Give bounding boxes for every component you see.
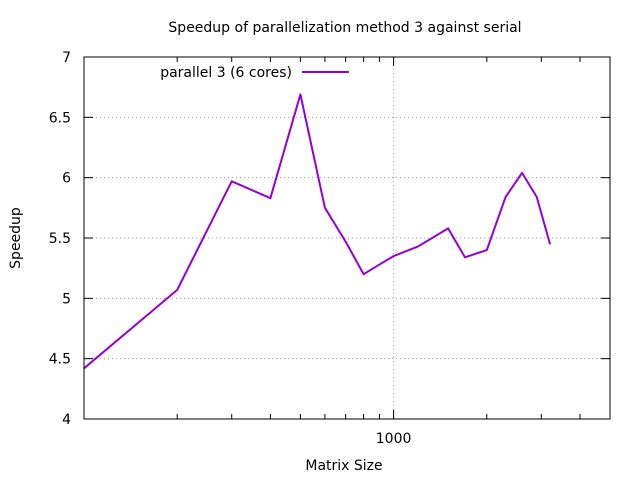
y-tick-label-3: 5.5	[49, 231, 71, 247]
data-point-0-15	[521, 172, 523, 174]
y-tick-label-4: 6	[62, 171, 71, 187]
y-tick-label-6: 7	[62, 50, 71, 66]
series-layer	[83, 93, 551, 370]
y-tick-label-5: 6.5	[49, 110, 71, 126]
data-point-0-13	[486, 249, 488, 251]
legend-label: parallel 3 (6 cores)	[160, 65, 292, 81]
data-point-0-8	[378, 263, 381, 266]
x-tick-label-0: 1000	[376, 431, 412, 447]
data-point-0-1	[176, 289, 178, 291]
x-axis-title: Matrix Size	[305, 458, 382, 474]
data-point-0-2	[231, 180, 233, 182]
data-point-0-11	[447, 227, 449, 229]
data-point-0-9	[392, 255, 395, 257]
data-point-0-12	[464, 256, 466, 258]
plot-border	[83, 56, 611, 420]
data-point-0-7	[362, 273, 365, 275]
legend: parallel 3 (6 cores)	[160, 65, 349, 81]
tick-layer: 4 4.5 5 5.5 6 6.5 7 1000	[49, 50, 610, 447]
data-point-0-3	[269, 197, 271, 199]
y-axis-title: Speedup	[8, 207, 24, 269]
y-tick-label-0: 4	[62, 412, 71, 428]
data-point-0-16	[536, 196, 538, 198]
data-point-0-10	[417, 245, 419, 248]
chart-title: Speedup of parallelization method 3 agai…	[168, 20, 521, 36]
data-point-0-5	[324, 207, 326, 209]
y-tick-label-2: 5	[62, 291, 71, 307]
data-point-0-14	[504, 196, 507, 198]
data-point-0-17	[549, 243, 551, 245]
data-point-0-6	[345, 241, 347, 243]
grid-layer	[84, 57, 610, 419]
data-point-0-4	[299, 93, 302, 96]
series-line-0	[84, 93, 551, 370]
y-tick-label-1: 4.5	[49, 352, 71, 368]
